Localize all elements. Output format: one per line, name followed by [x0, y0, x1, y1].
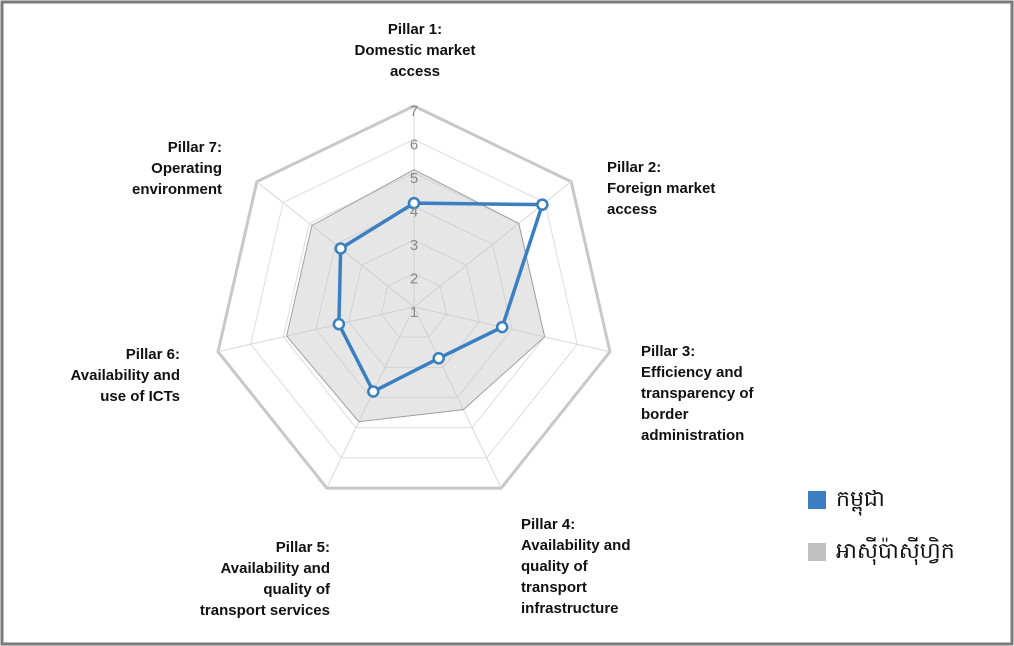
axis-label: Pillar 7:: [168, 139, 222, 156]
axis-label: Pillar 6:: [126, 346, 180, 363]
axis-label: quality of: [521, 558, 589, 575]
y-tick-label: 1: [410, 304, 418, 321]
axis-label: transparency of: [641, 385, 755, 402]
spoke: [413, 306, 502, 489]
y-tick-label: 4: [410, 203, 418, 220]
axis-label: Pillar 5:: [276, 539, 330, 556]
point: [332, 317, 346, 331]
y-tick-label: 6: [410, 136, 418, 153]
line: [337, 201, 545, 394]
axis-label: Pillar 1:: [388, 21, 442, 38]
axis-label: administration: [641, 427, 744, 444]
axis-label: access: [390, 63, 440, 80]
y-tick-label: 3: [410, 237, 418, 254]
y-tick-label: 5: [410, 170, 418, 187]
grid-ring: [216, 104, 612, 490]
axis-label: Pillar 3:: [641, 343, 695, 360]
legend-swatch: [808, 491, 826, 509]
grid-ring: [250, 138, 578, 459]
y-tick-label: 7: [410, 103, 418, 120]
axis-label: Availability and: [221, 560, 330, 577]
axis-label: Pillar 4:: [521, 516, 575, 533]
axis-label: Efficiency and: [641, 364, 743, 381]
legend-swatch: [808, 543, 826, 561]
spoke: [217, 306, 415, 353]
grid-ring: [380, 272, 448, 338]
axis-label: Domestic market: [355, 42, 476, 59]
y-tick-label: 2: [410, 270, 418, 287]
spoke: [256, 181, 415, 308]
legend-label: កម្ពុជា: [836, 487, 885, 516]
axis-label: transport: [521, 579, 587, 596]
axis-label: Foreign market: [607, 180, 715, 197]
axis-label: environment: [132, 181, 222, 198]
grid-ring: [348, 239, 480, 368]
axis-label: infrastructure: [521, 600, 619, 617]
axis-label: Operating: [151, 160, 222, 177]
axis-label: access: [607, 201, 657, 218]
legend-label: អាស៊ីប៉ាស៊ីហ្វិក: [836, 537, 955, 565]
point: [334, 242, 347, 255]
axis-label: Availability and: [521, 537, 630, 554]
spoke: [413, 306, 611, 353]
axis-label: border: [641, 406, 689, 423]
axis-label: quality of: [263, 581, 331, 598]
point: [367, 385, 380, 398]
grid-ring: [315, 205, 513, 399]
area: [286, 169, 546, 423]
spoke: [326, 306, 415, 489]
point: [536, 198, 549, 211]
point: [407, 196, 421, 210]
point: [432, 352, 445, 365]
axis-label: transport services: [200, 602, 330, 619]
axis-label: use of ICTs: [100, 388, 180, 405]
point: [495, 320, 509, 334]
axis-label: Availability and: [71, 367, 180, 384]
axis-label: Pillar 2:: [607, 159, 661, 176]
